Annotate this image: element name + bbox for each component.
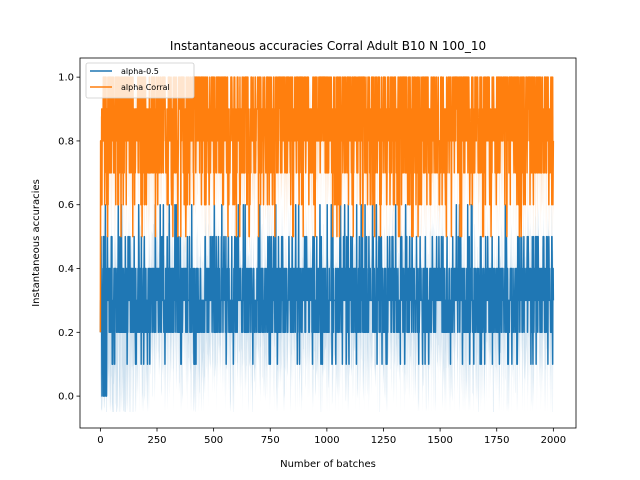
y-tick-label: 1.0 <box>58 73 74 84</box>
x-axis: 0 250 500 750 1000 1250 1500 1750 2000 <box>97 428 566 446</box>
legend-label: alpha-0.5 <box>121 67 159 76</box>
plot-frame <box>79 57 577 429</box>
x-tick-label: 500 <box>204 435 223 446</box>
x-tick-label: 1750 <box>484 435 509 446</box>
y-tick-label: 0.6 <box>58 200 74 211</box>
y-tick-label: 0.8 <box>58 136 74 147</box>
y-tick-label: 0.2 <box>58 328 74 339</box>
x-tick-label: 0 <box>97 435 103 446</box>
x-tick-label: 1500 <box>427 435 452 446</box>
chart-title: Instantaneous accuracies Corral Adult B1… <box>170 39 486 53</box>
x-tick-label: 250 <box>147 435 166 446</box>
y-axis-title: Instantaneous accuracies <box>31 179 42 307</box>
legend: alpha-0.5 alpha Corral <box>85 62 195 99</box>
plot-area <box>99 76 555 413</box>
x-tick-label: 1000 <box>314 435 339 446</box>
y-tick-label: 0.4 <box>58 264 74 275</box>
alpha-corral-line <box>99 76 555 333</box>
y-axis: 0.0 0.2 0.4 0.6 0.8 1.0 <box>58 73 80 403</box>
legend-label: alpha Corral <box>121 83 170 92</box>
x-tick-label: 750 <box>261 435 280 446</box>
x-tick-label: 2000 <box>541 435 566 446</box>
y-tick-label: 0.0 <box>58 392 74 403</box>
x-axis-title: Number of batches <box>280 459 376 470</box>
alpha-0-5-line <box>99 203 555 397</box>
x-tick-label: 1250 <box>371 435 396 446</box>
legend-box <box>85 62 195 99</box>
